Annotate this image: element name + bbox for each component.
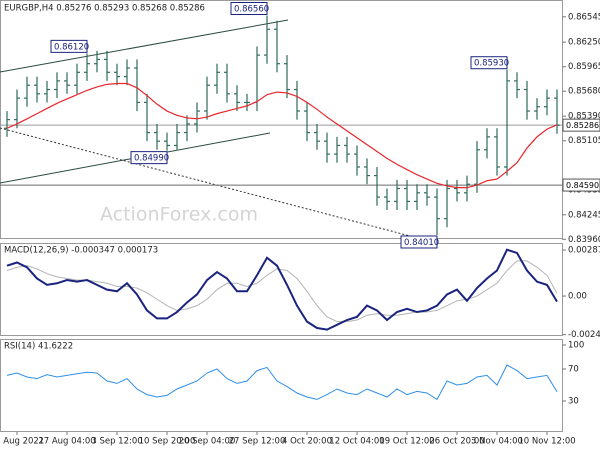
- price-level-label: 0.85286: [566, 121, 599, 130]
- rsi-line: [6, 364, 558, 401]
- swing-label: 0.84990: [134, 154, 169, 164]
- swing-box: [50, 39, 88, 53]
- x-tick-label: 10 Nov 12:00: [518, 437, 575, 447]
- x-tick-label: 26 Oct 20:00: [429, 437, 484, 447]
- swing-box: [130, 151, 168, 165]
- x-tick-label: 12 Oct 04:00: [329, 437, 384, 447]
- macd-line: [6, 248, 558, 331]
- y-tick-label: 30: [568, 397, 579, 407]
- y-tick-label: 0.86545: [568, 12, 600, 22]
- y-tick-label: 0.00: [568, 292, 587, 302]
- y-tick-label: 0.84245: [568, 210, 600, 220]
- price-level-box: [562, 178, 600, 192]
- swing-label: 0.85930: [474, 59, 509, 69]
- x-tick-label: 27 Sep 12:00: [229, 437, 286, 447]
- swing-box: [400, 235, 438, 249]
- channel-upper: [0, 19, 289, 73]
- moving-average: [6, 82, 558, 189]
- y-tick-label: 0.85965: [568, 62, 600, 72]
- rsi-panel: [0, 339, 563, 432]
- swing-box: [470, 56, 508, 70]
- rsi-title: RSI(14) 41.6222: [4, 342, 73, 352]
- y-tick-label: -0.002412: [568, 330, 600, 340]
- y-tick-label: 100: [568, 341, 584, 351]
- y-tick-label: 0.86250: [568, 38, 600, 48]
- swing-label: 0.86560: [234, 4, 269, 14]
- y-tick-label: 0.85680: [568, 87, 600, 97]
- trend-line: [0, 127, 411, 237]
- swing-label: 0.86120: [54, 42, 89, 52]
- macd-title: MACD(12,26,9) -0.000347 0.000173: [4, 246, 158, 256]
- x-tick-label: 19 Aug 2021: [0, 437, 44, 447]
- watermark: ActionForex.com: [100, 204, 258, 226]
- macd-panel: [0, 243, 563, 336]
- chart-title: EURGBP,H4 0.85276 0.85293 0.85268 0.8528…: [4, 4, 205, 14]
- y-tick-label: 0.85105: [568, 136, 600, 146]
- x-tick-label: 4 Oct 20:00: [282, 437, 332, 447]
- y-tick-label: 0.002879: [568, 246, 600, 256]
- x-tick-label: 27 Aug 04:00: [38, 437, 95, 447]
- x-tick-label: 20 Sep 04:00: [179, 437, 236, 447]
- price-level-box: [562, 118, 600, 132]
- x-tick-label: 3 Nov 04:00: [471, 437, 523, 447]
- x-tick-label: 19 Oct 12:00: [379, 437, 434, 447]
- x-tick-label: 3 Sep 12:00: [91, 437, 142, 447]
- swing-label: 0.84010: [404, 238, 439, 248]
- y-tick-label: 70: [568, 365, 579, 375]
- y-tick-label: 0.85390: [568, 112, 600, 122]
- y-tick-label: 0.83960: [568, 235, 600, 245]
- swing-box: [230, 1, 268, 15]
- price-level-label: 0.84590: [566, 181, 599, 190]
- x-tick-label: 10 Sep 20:00: [139, 437, 196, 447]
